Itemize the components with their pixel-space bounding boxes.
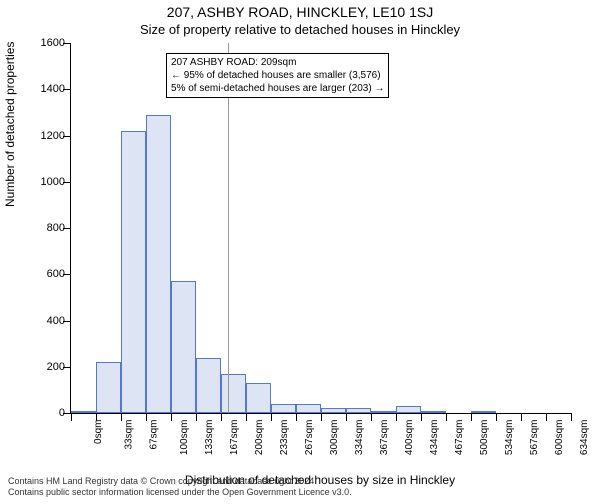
histogram-bar xyxy=(421,411,446,413)
x-tick xyxy=(496,413,497,421)
x-tick-label: 467sqm xyxy=(454,420,465,456)
x-tick-label: 400sqm xyxy=(404,420,415,456)
histogram-bar xyxy=(396,406,421,413)
chart-area: 0sqm33sqm67sqm100sqm133sqm167sqm200sqm23… xyxy=(70,43,570,413)
annotation-line: ← 95% of detached houses are smaller (3,… xyxy=(171,69,384,82)
y-tick-label: 1400 xyxy=(15,83,65,95)
x-tick-label: 300sqm xyxy=(329,420,340,456)
x-tick-label: 534sqm xyxy=(504,420,515,456)
x-tick-label: 334sqm xyxy=(354,420,365,456)
x-tick-label: 367sqm xyxy=(379,420,390,456)
histogram-bar xyxy=(246,383,271,413)
x-tick-label: 600sqm xyxy=(554,420,565,456)
supertitle: 207, ASHBY ROAD, HINCKLEY, LE10 1SJ xyxy=(0,4,600,20)
x-tick-label: 634sqm xyxy=(579,420,590,456)
x-tick xyxy=(121,413,122,421)
x-tick xyxy=(421,413,422,421)
y-tick-label: 1200 xyxy=(15,130,65,142)
x-tick xyxy=(221,413,222,421)
y-tick-label: 1000 xyxy=(15,176,65,188)
annotation-box: 207 ASHBY ROAD: 209sqm← 95% of detached … xyxy=(166,53,389,98)
x-tick xyxy=(446,413,447,421)
annotation-line: 207 ASHBY ROAD: 209sqm xyxy=(171,56,384,69)
plot: 0sqm33sqm67sqm100sqm133sqm167sqm200sqm23… xyxy=(70,43,571,414)
histogram-bar xyxy=(346,408,371,413)
footer: Contains HM Land Registry data © Crown c… xyxy=(8,476,352,498)
reference-line xyxy=(228,43,229,413)
x-tick xyxy=(546,413,547,421)
x-tick xyxy=(196,413,197,421)
x-tick-label: 233sqm xyxy=(279,420,290,456)
histogram-bar xyxy=(196,358,221,414)
histogram-bar xyxy=(296,404,321,413)
histogram-bar xyxy=(271,404,296,413)
x-tick xyxy=(346,413,347,421)
histogram-bar xyxy=(371,411,396,413)
x-tick xyxy=(396,413,397,421)
x-tick xyxy=(96,413,97,421)
y-tick-label: 600 xyxy=(15,268,65,280)
x-tick xyxy=(521,413,522,421)
histogram-bar xyxy=(146,115,171,413)
histogram-bar xyxy=(121,131,146,413)
x-tick-label: 67sqm xyxy=(149,420,160,450)
histogram-bar xyxy=(171,281,196,413)
x-tick-label: 133sqm xyxy=(204,420,215,456)
histogram-bar xyxy=(471,411,496,413)
y-tick-label: 200 xyxy=(15,361,65,373)
histogram-bar xyxy=(221,374,246,413)
histogram-bar xyxy=(96,362,121,413)
x-tick-label: 434sqm xyxy=(429,420,440,456)
x-tick xyxy=(171,413,172,421)
x-tick xyxy=(471,413,472,421)
y-tick-label: 800 xyxy=(15,222,65,234)
annotation-line: 5% of semi-detached houses are larger (2… xyxy=(171,82,384,95)
x-tick xyxy=(271,413,272,421)
x-tick xyxy=(571,413,572,421)
x-tick-label: 267sqm xyxy=(304,420,315,456)
x-tick-label: 167sqm xyxy=(229,420,240,456)
y-tick-label: 400 xyxy=(15,315,65,327)
x-tick xyxy=(71,413,72,421)
x-tick xyxy=(371,413,372,421)
y-tick-label: 1600 xyxy=(15,37,65,49)
x-tick xyxy=(321,413,322,421)
y-tick-label: 0 xyxy=(15,407,65,419)
footer-line-2: Contains public sector information licen… xyxy=(8,487,352,498)
histogram-bar xyxy=(321,408,346,413)
chart-title: Size of property relative to detached ho… xyxy=(0,22,600,37)
histogram-bar xyxy=(71,411,96,413)
x-tick xyxy=(296,413,297,421)
x-tick-label: 500sqm xyxy=(479,420,490,456)
x-tick xyxy=(146,413,147,421)
x-tick-label: 567sqm xyxy=(529,420,540,456)
x-tick-label: 100sqm xyxy=(179,420,190,456)
footer-line-1: Contains HM Land Registry data © Crown c… xyxy=(8,476,352,487)
x-tick-label: 33sqm xyxy=(124,420,135,450)
x-tick xyxy=(246,413,247,421)
x-tick-label: 200sqm xyxy=(254,420,265,456)
x-tick-label: 0sqm xyxy=(93,420,104,444)
